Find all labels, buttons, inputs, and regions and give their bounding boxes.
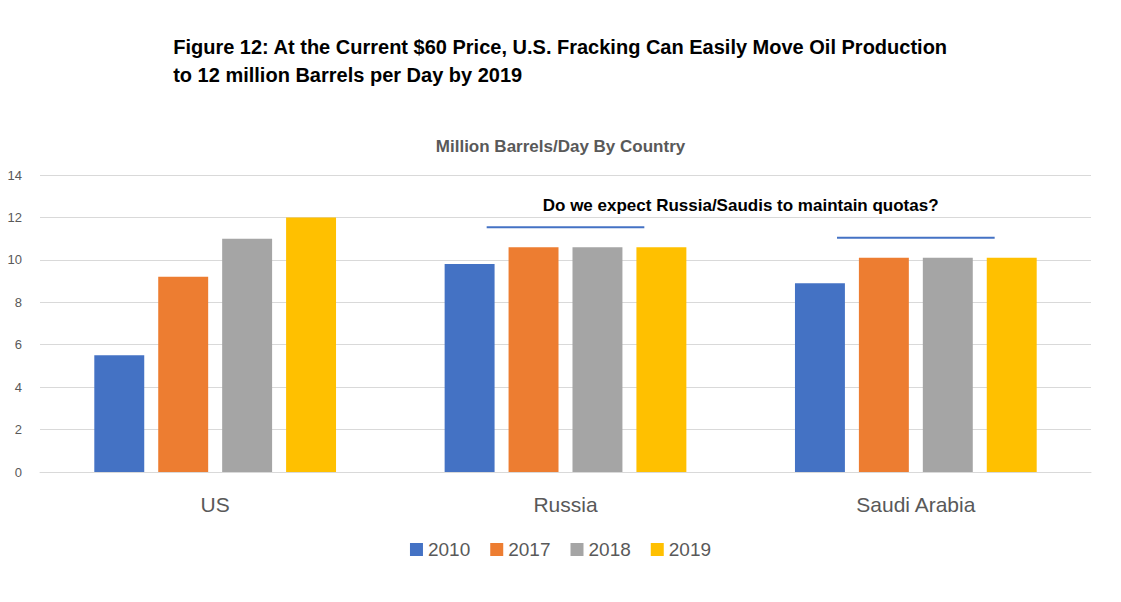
svg-text:Figure 12: At the Current $60: Figure 12: At the Current $60 Price, U.S… <box>173 36 947 58</box>
svg-text:Million Barrels/Day By Country: Million Barrels/Day By Country <box>436 137 686 156</box>
svg-text:8: 8 <box>15 295 22 310</box>
svg-text:2019: 2019 <box>669 539 711 560</box>
svg-text:12: 12 <box>8 210 22 225</box>
svg-text:to 12 million Barrels per Day: to 12 million Barrels per Day by 2019 <box>173 64 522 86</box>
svg-text:US: US <box>201 493 230 516</box>
svg-text:0: 0 <box>15 465 22 480</box>
svg-text:2: 2 <box>15 422 22 437</box>
svg-text:14: 14 <box>8 168 22 183</box>
svg-text:10: 10 <box>8 252 22 267</box>
svg-text:4: 4 <box>15 380 22 395</box>
svg-text:2010: 2010 <box>428 539 470 560</box>
svg-text:Do we expect Russia/Saudis to: Do we expect Russia/Saudis to maintain q… <box>543 196 939 215</box>
svg-text:2018: 2018 <box>589 539 631 560</box>
svg-text:6: 6 <box>15 337 22 352</box>
svg-text:2017: 2017 <box>508 539 550 560</box>
svg-text:Saudi Arabia: Saudi Arabia <box>856 493 975 516</box>
svg-text:Russia: Russia <box>533 493 598 516</box>
